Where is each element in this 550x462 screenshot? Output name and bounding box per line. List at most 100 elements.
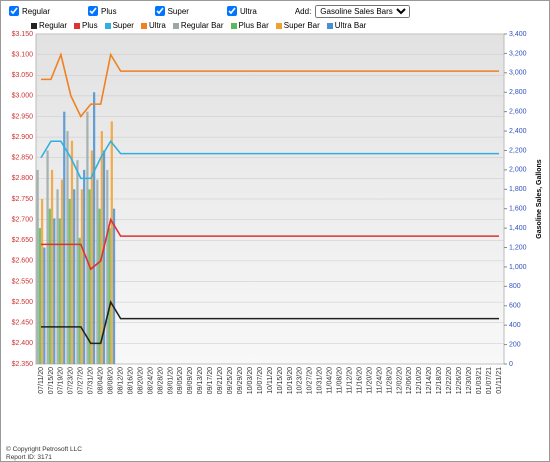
y2-tick-label: 3,200: [509, 50, 527, 57]
legend-label: Super Bar: [283, 21, 320, 30]
x-tick-label: 09/21/20: [217, 367, 224, 394]
y2-tick-label: 1,800: [509, 186, 527, 193]
copyright: © Copyright Petrosoft LLC: [6, 446, 82, 453]
bar: [58, 218, 61, 364]
checkbox-label: Ultra: [239, 6, 257, 16]
legend-item[interactable]: Plus Bar: [230, 21, 269, 30]
legend-label: Plus: [82, 21, 98, 30]
y2-tick-label: 2,000: [509, 167, 527, 174]
x-tick-label: 07/27/20: [78, 367, 85, 394]
y2-tick-label: 400: [509, 322, 521, 329]
y-tick-label: $2.400: [12, 340, 34, 347]
add-select[interactable]: Gasoline Sales Bars: [315, 4, 411, 18]
bar: [108, 228, 111, 364]
bar: [56, 189, 59, 364]
checkbox-label: Super: [167, 6, 189, 16]
bar: [83, 169, 86, 364]
footer: © Copyright Petrosoft LLC Report ID: 3171: [6, 446, 82, 461]
checkbox[interactable]: Ultra: [226, 6, 257, 16]
bar: [90, 150, 94, 364]
y2-tick-label: 2,200: [509, 147, 527, 154]
bar: [73, 189, 76, 364]
y-tick-label: $2.500: [12, 299, 34, 306]
bar: [100, 131, 103, 364]
legend-item[interactable]: Regular: [31, 21, 67, 30]
legend-item[interactable]: Regular Bar: [172, 21, 224, 30]
x-tick-label: 07/23/20: [68, 367, 75, 394]
bar: [76, 160, 79, 364]
legend-item[interactable]: Super Bar: [275, 21, 320, 30]
x-tick-label: 08/24/20: [147, 367, 154, 394]
x-tick-label: 11/08/20: [337, 367, 344, 394]
x-tick-label: 09/01/20: [167, 367, 174, 394]
x-tick-label: 08/28/20: [157, 367, 164, 394]
x-tick-label: 11/28/20: [386, 367, 393, 394]
x-tick-label: 12/06/20: [406, 367, 413, 394]
legend-swatch: [140, 22, 147, 29]
bar: [98, 208, 101, 364]
bar: [78, 237, 81, 364]
checkbox-label: Regular: [22, 6, 51, 16]
bar: [40, 199, 44, 364]
x-tick-label: 09/25/20: [227, 367, 234, 394]
legend-item[interactable]: Super: [104, 21, 134, 30]
x-tick-label: 01/11/21: [496, 367, 503, 394]
legend-label: Super: [112, 21, 134, 30]
y-tick-label: $2.650: [12, 237, 34, 244]
chart: Gasoline Sales, Gallons $2.350 $2.400 $2.4…: [12, 31, 543, 394]
x-tick-label: 12/26/20: [456, 367, 463, 394]
bar: [106, 169, 109, 364]
y2-tick-label: 2,400: [509, 128, 527, 135]
legend-label: Plus Bar: [238, 21, 269, 30]
bar: [38, 228, 41, 364]
checkbox-label: Plus: [101, 6, 117, 16]
y2-tick-label: 200: [509, 341, 521, 348]
x-tick-label: 07/31/20: [88, 367, 95, 394]
x-tick-label: 12/10/20: [416, 367, 423, 394]
y-tick-label: $3.050: [12, 72, 34, 79]
legend-item[interactable]: Ultra: [140, 21, 166, 30]
checkbox[interactable]: Regular: [9, 6, 50, 16]
legend-label: Regular Bar: [180, 21, 224, 30]
add-label: Add:: [294, 6, 312, 16]
y-tick-label: $2.350: [12, 361, 34, 368]
x-tick-label: 09/29/20: [237, 367, 244, 394]
legend-item[interactable]: Plus: [74, 21, 98, 30]
bar: [102, 150, 106, 364]
y-tick-label: $2.950: [12, 113, 34, 120]
y2-tick-label: 600: [509, 303, 521, 310]
bar: [50, 169, 54, 364]
x-tick-label: 12/22/20: [446, 367, 453, 394]
x-tick-label: 10/15/20: [277, 367, 284, 394]
checkbox[interactable]: Super: [154, 6, 189, 16]
x-tick-label: 10/19/20: [287, 367, 294, 394]
bar: [86, 111, 89, 364]
bar: [88, 189, 91, 364]
y2-tick-label: 2,600: [509, 108, 527, 115]
legend-swatch: [74, 22, 81, 29]
legend-swatch: [326, 22, 333, 29]
legend-item[interactable]: Ultra Bar: [326, 21, 366, 30]
x-tick-label: 07/11/20: [38, 367, 45, 394]
bar: [96, 179, 99, 364]
y2-tick-label: 1,600: [509, 206, 527, 213]
x-tick-label: 08/04/20: [98, 367, 105, 394]
x-tick-label: 12/18/20: [436, 367, 443, 394]
legend-swatch: [230, 22, 237, 29]
y-tick-label: $2.850: [12, 155, 34, 162]
legend-label: Ultra: [148, 21, 166, 30]
x-tick-label: 12/30/20: [466, 367, 473, 394]
x-tick-label: 01/07/21: [486, 367, 493, 394]
y-tick-label: $2.600: [12, 258, 34, 265]
bar: [68, 199, 71, 364]
y-tick-label: $2.550: [12, 278, 34, 285]
checkbox[interactable]: Plus: [88, 6, 117, 16]
bar: [36, 169, 39, 364]
y2-tick-label: 0: [509, 361, 513, 368]
x-tick-label: 10/03/20: [247, 367, 254, 394]
x-tick-label: 01/03/21: [476, 367, 483, 394]
legend-swatch: [172, 22, 179, 29]
y2-axis-title: Gasoline Sales, Gallons: [536, 159, 543, 238]
y-tick-label: $2.450: [12, 320, 34, 327]
